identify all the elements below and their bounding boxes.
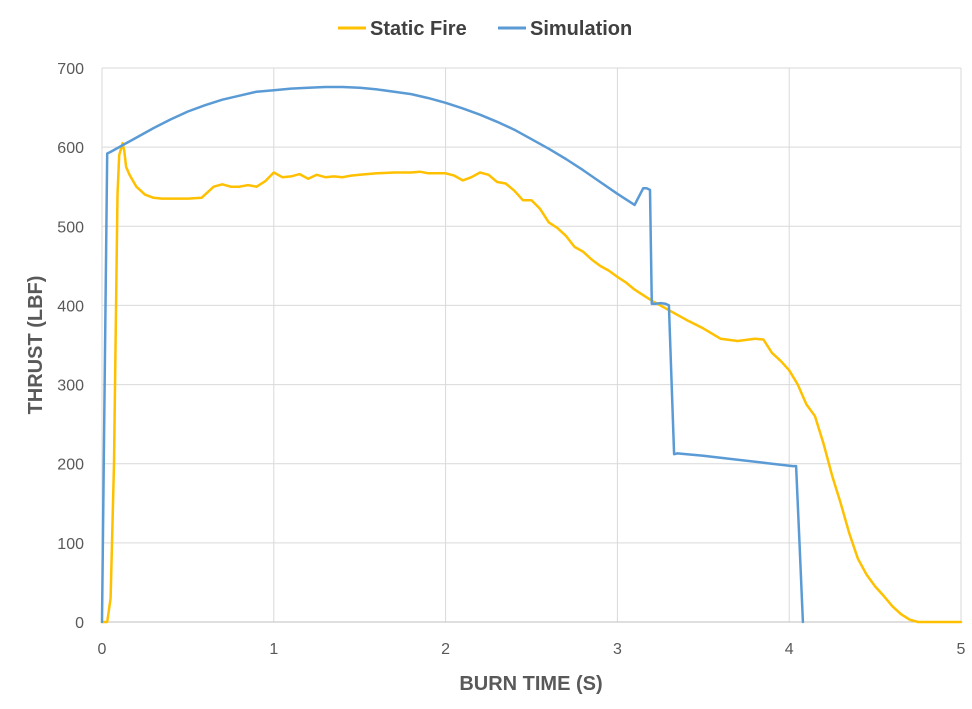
- x-tick-label: 4: [785, 641, 794, 658]
- x-tick-label: 5: [957, 641, 966, 658]
- y-axis-ticks: 0 100 200 300 400 500 600 700: [57, 61, 84, 632]
- series-line-static-fire: [100, 141, 963, 624]
- legend-label-simulation: Simulation: [530, 18, 632, 40]
- series-line-simulation: [100, 85, 805, 624]
- legend-label-static-fire: Static Fire: [370, 18, 467, 40]
- y-tick-label: 300: [57, 378, 84, 395]
- y-tick-label: 0: [75, 615, 84, 632]
- y-tick-label: 200: [57, 457, 84, 474]
- x-tick-label: 1: [269, 641, 278, 658]
- y-tick-label: 700: [57, 61, 84, 78]
- x-tick-label: 3: [613, 641, 622, 658]
- y-tick-label: 600: [57, 140, 84, 157]
- x-tick-label: 2: [441, 641, 450, 658]
- y-axis-title: THRUST (LBF): [25, 276, 47, 415]
- x-axis-ticks: 0 1 2 3 4 5: [98, 641, 966, 658]
- y-tick-label: 400: [57, 298, 84, 315]
- x-axis-title: BURN TIME (S): [459, 673, 602, 695]
- gridlines: [101, 67, 962, 623]
- series-lines: [100, 85, 963, 624]
- x-tick-label: 0: [98, 641, 107, 658]
- legend: Static Fire Simulation: [338, 18, 632, 40]
- y-tick-label: 500: [57, 219, 84, 236]
- y-tick-label: 100: [57, 536, 84, 553]
